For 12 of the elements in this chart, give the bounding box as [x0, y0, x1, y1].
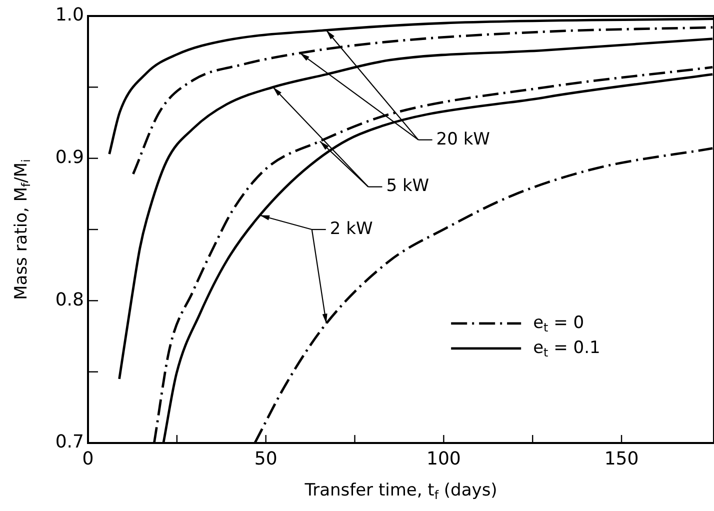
- y-tick-label: 0.9: [55, 147, 84, 168]
- annotation: 20 kW: [436, 129, 490, 150]
- x-tick-label: 50: [254, 448, 278, 470]
- x-tick-label: 100: [426, 448, 461, 470]
- annotation: 2 kW: [330, 218, 373, 239]
- y-tick-label: 1.0: [55, 4, 84, 26]
- y-tick-label: 0.8: [55, 289, 84, 310]
- x-tick-label: 150: [604, 448, 639, 470]
- y-axis-title: Mass ratio, Mf/Mi: [11, 159, 34, 300]
- y-tick-label: 0.7: [55, 432, 84, 453]
- annotation: 5 kW: [386, 176, 430, 196]
- x-tick-label: 0: [82, 448, 94, 470]
